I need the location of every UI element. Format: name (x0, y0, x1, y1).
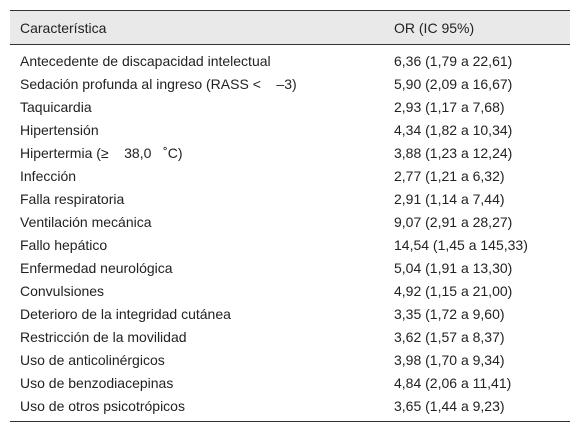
or-cell: 3,65 (1,44 a 9,23) (394, 397, 505, 414)
characteristic-cell: Infección (20, 167, 77, 184)
characteristic-cell: Fallo hepático (20, 236, 108, 253)
header-row: Característica OR (IC 95%) (10, 10, 570, 45)
characteristic-cell: Hipertensión (20, 121, 99, 138)
characteristic-cell: Uso de otros psicotrópicos (20, 397, 185, 414)
header-cell: OR (IC 95%) (394, 19, 475, 36)
table-row: Uso de anticolinérgicos 3,98 (1,70 a 9,34… (10, 348, 570, 371)
header-cell: Característica (20, 19, 107, 36)
or-cell: 5,04 (1,91 a 13,30) (394, 259, 513, 276)
or-cell: 3,35 (1,72 a 9,60) (394, 305, 505, 322)
or-cell: 14,54 (1,45 a 145,33) (394, 236, 528, 253)
table-row: Ventilación mecánica 9,07 (2,91 a 28,27) (10, 210, 570, 233)
table-row: Hipertensión 4,34 (1,82 a 10,34) (10, 118, 570, 141)
or-cell: 2,93 (1,17 a 7,68) (394, 98, 505, 115)
or-cell: 4,34 (1,82 a 10,34) (394, 121, 513, 138)
characteristic-cell: Uso de benzodiacepinas (20, 374, 174, 391)
characteristic-cell: Sedación profunda al ingreso (RASS < –3) (20, 75, 297, 92)
table-row: Fallo hepático 14,54 (1,45 a 145,33) (10, 233, 570, 256)
table-row: Restricción de la movilidad 3,62 (1,57 a … (10, 325, 570, 348)
table-row: Uso de otros psicotrópicos 3,65 (1,44 a 9… (10, 394, 570, 422)
table-row: Sedación profunda al ingreso (RASS < –3)… (10, 72, 570, 95)
table-row: Uso de benzodiacepinas 4,84 (2,06 a 11,41… (10, 371, 570, 394)
characteristic-cell: Restricción de la movilidad (20, 328, 187, 345)
or-cell: 3,62 (1,57 a 8,37) (394, 328, 505, 345)
characteristic-cell: Hipertermia (≥ 38,0 ˚C) (20, 144, 183, 161)
data-table: Característica OR (IC 95%) Antecedente d… (10, 10, 570, 422)
or-cell: 3,88 (1,23 a 12,24) (394, 144, 513, 161)
table-row: Taquicardia 2,93 (1,17 a 7,68) (10, 95, 570, 118)
table-body: Antecedente de discapacidad intelectual 6… (10, 45, 570, 422)
table-row: Deterioro de la integridad cutánea 3,35 (… (10, 302, 570, 325)
table-row: Convulsiones 4,92 (1,15 a 21,00) (10, 279, 570, 302)
or-cell: 6,36 (1,79 a 22,61) (394, 52, 513, 69)
or-cell: 2,77 (1,21 a 6,32) (394, 167, 505, 184)
or-cell: 4,92 (1,15 a 21,00) (394, 282, 513, 299)
table-row: Hipertermia (≥ 38,0 ˚C) 3,88 (1,23 a 12,2… (10, 141, 570, 164)
characteristic-cell: Falla respiratoria (20, 190, 125, 207)
table-header: Característica OR (IC 95%) (10, 10, 570, 45)
table-row: Antecedente de discapacidad intelectual 6… (10, 45, 570, 73)
characteristic-cell: Ventilación mecánica (20, 213, 152, 230)
or-cell: 3,98 (1,70 a 9,34) (394, 351, 505, 368)
characteristic-cell: Enfermedad neurológica (20, 259, 173, 276)
table-row: Falla respiratoria 2,91 (1,14 a 7,44) (10, 187, 570, 210)
characteristic-cell: Convulsiones (20, 282, 105, 299)
characteristic-cell: Uso de anticolinérgicos (20, 351, 165, 368)
table-row: Infección 2,77 (1,21 a 6,32) (10, 164, 570, 187)
table-row: Enfermedad neurológica 5,04 (1,91 a 13,30… (10, 256, 570, 279)
or-cell: 9,07 (2,91 a 28,27) (394, 213, 513, 230)
characteristic-cell: Taquicardia (20, 98, 92, 115)
or-cell: 2,91 (1,14 a 7,44) (394, 190, 505, 207)
or-cell: 5,90 (2,09 a 16,67) (394, 75, 513, 92)
characteristic-cell: Antecedente de discapacidad intelectual (20, 52, 271, 69)
characteristic-cell: Deterioro de la integridad cutánea (20, 305, 231, 322)
or-cell: 4,84 (2,06 a 11,41) (394, 374, 512, 391)
